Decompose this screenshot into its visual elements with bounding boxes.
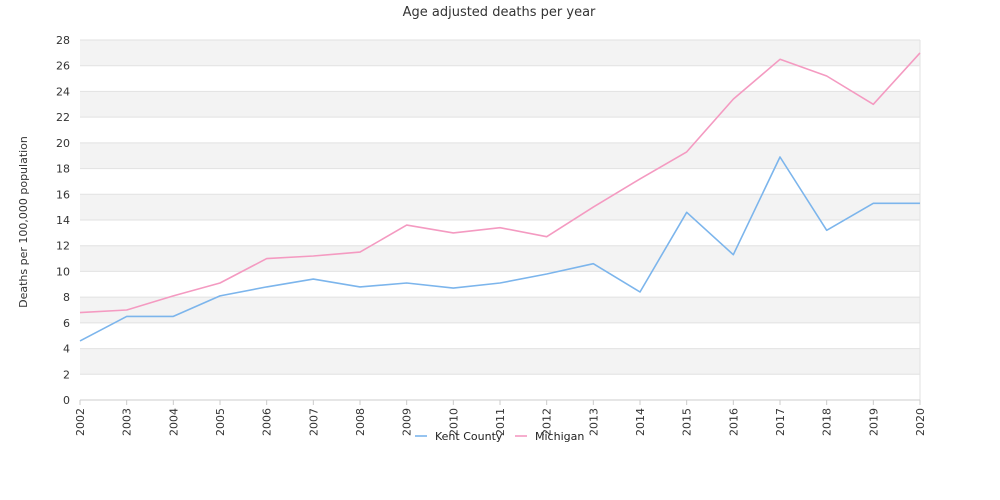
y-tick-label: 26	[56, 60, 70, 73]
grid-band	[80, 142, 920, 169]
series-line-michigan	[79, 52, 921, 314]
legend-label: Michigan	[535, 430, 584, 443]
y-tick-label: 16	[56, 188, 70, 201]
x-tick-label: 2015	[681, 408, 694, 436]
y-tick-label: 10	[56, 265, 70, 278]
x-tick-label: 2020	[914, 408, 927, 436]
legend-label: Kent County	[435, 430, 503, 443]
legend-item-kent-county[interactable]: Kent County	[415, 430, 503, 443]
y-tick-label: 20	[56, 137, 70, 150]
x-tick-label: 2014	[634, 408, 647, 436]
grid-band	[80, 194, 920, 220]
y-tick-label: 28	[56, 34, 70, 47]
x-tick-label: 2003	[121, 408, 134, 436]
x-tick-label: 2011	[494, 408, 507, 436]
x-tick-label: 2019	[867, 408, 880, 436]
y-tick-label: 12	[56, 240, 70, 253]
x-tick-label: 2013	[587, 408, 600, 436]
x-tick-label: 2017	[774, 408, 787, 436]
x-tick-label: 2004	[167, 408, 180, 436]
series-line-kent-county	[79, 156, 920, 342]
y-tick-label: 4	[63, 343, 70, 356]
chart-title: Age adjusted deaths per year	[403, 5, 596, 20]
x-tick-label: 2005	[214, 408, 227, 436]
y-tick-label: 24	[56, 85, 70, 98]
y-tick-label: 18	[56, 163, 70, 176]
y-tick-label: 2	[63, 368, 70, 381]
grid-bands	[80, 39, 921, 401]
y-tick-label: 0	[63, 394, 70, 407]
x-tick-label: 2012	[541, 408, 554, 436]
series-lines	[79, 52, 921, 342]
x-tick-label: 2002	[74, 408, 87, 436]
y-tick-label: 6	[63, 317, 70, 330]
x-axis-ticks: 2002 2003 2004 2005 2006 2007 2008 2009 2010 2011…	[74, 400, 927, 436]
legend[interactable]: Kent County Michigan	[415, 430, 584, 443]
x-tick-label: 2008	[354, 408, 367, 436]
y-tick-label: 14	[56, 214, 70, 227]
legend-item-michigan[interactable]: Michigan	[515, 430, 584, 443]
x-tick-label: 2009	[401, 408, 414, 436]
grid-band	[80, 348, 920, 375]
y-tick-label: 8	[63, 291, 70, 304]
x-tick-label: 2007	[307, 408, 320, 436]
x-tick-label: 2006	[261, 408, 274, 436]
y-axis-label: Deaths per 100,000 population	[17, 136, 30, 308]
grid-band	[80, 40, 920, 66]
y-tick-label: 22	[56, 111, 70, 124]
x-tick-label: 2018	[821, 408, 834, 436]
grid-band	[80, 297, 920, 323]
x-tick-label: 2016	[727, 408, 740, 436]
grid-band	[80, 91, 920, 118]
x-tick-label: 2010	[447, 408, 460, 436]
grid-band	[80, 245, 920, 272]
